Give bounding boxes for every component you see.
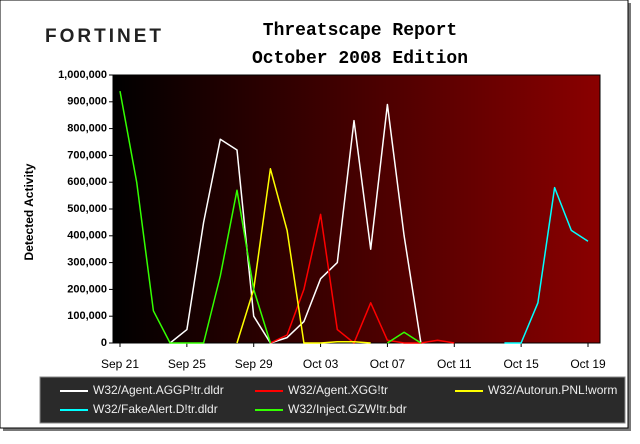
legend-label: W32/Agent.XGG!tr (288, 383, 388, 397)
series-line (169, 103, 422, 344)
y-tick-label: 600,000 (67, 176, 107, 188)
series-line (236, 168, 371, 344)
logo: FORTINET (45, 26, 164, 47)
y-tick-label: 300,000 (67, 257, 107, 269)
y-tick-label: 900,000 (67, 96, 107, 108)
x-tick-label: Oct 15 (503, 357, 539, 371)
x-tick-label: Oct 11 (437, 357, 472, 371)
y-tick-label: 800,000 (67, 123, 107, 135)
x-tick-label: Sep 29 (235, 357, 273, 371)
legend-label: W32/Autorun.PNL!worm (488, 383, 617, 397)
y-tick-label: 200,000 (67, 283, 107, 295)
legend-label: W32/Inject.GZW!tr.bdr (288, 402, 407, 416)
chart-title: Threatscape Report (263, 21, 457, 41)
legend-label: W32/FakeAlert.D!tr.dldr (93, 402, 218, 416)
y-tick-label: 0 (101, 337, 107, 349)
x-tick-label: Oct 19 (570, 357, 606, 371)
series-line (119, 90, 422, 344)
x-tick-label: Oct 07 (370, 357, 406, 371)
x-tick-label: Oct 03 (303, 357, 339, 371)
legend (39, 376, 626, 424)
y-tick-label: 400,000 (67, 230, 107, 242)
series-line (270, 213, 455, 344)
y-tick-label: 1,000,000 (58, 69, 107, 81)
y-axis-label: Detected Activity (22, 163, 36, 260)
series-line (504, 186, 589, 344)
legend-label: W32/Agent.AGGP!tr.dldr (93, 383, 224, 397)
chart-subtitle: October 2008 Edition (252, 49, 468, 69)
x-tick-label: Sep 25 (168, 357, 206, 371)
y-tick-label: 100,000 (67, 310, 107, 322)
y-tick-label: 500,000 (67, 203, 107, 215)
plot-area (112, 74, 601, 344)
y-tick-label: 700,000 (67, 149, 107, 161)
x-tick-label: Sep 21 (101, 357, 139, 371)
